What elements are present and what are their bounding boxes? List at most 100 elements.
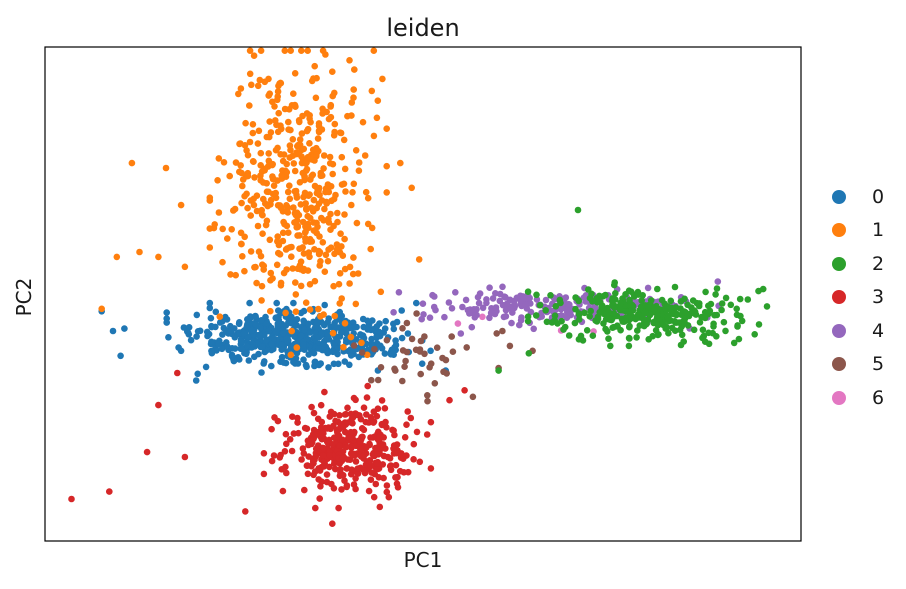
data-point bbox=[532, 312, 540, 319]
data-point bbox=[216, 313, 224, 321]
data-point bbox=[374, 465, 382, 473]
data-point bbox=[524, 288, 532, 296]
data-point bbox=[305, 351, 313, 358]
data-point bbox=[263, 336, 271, 344]
data-point bbox=[329, 170, 337, 178]
data-point bbox=[261, 78, 269, 86]
data-point bbox=[212, 308, 220, 316]
data-point bbox=[571, 319, 579, 327]
data-point bbox=[155, 401, 162, 409]
data-point bbox=[398, 334, 406, 342]
data-point bbox=[297, 201, 305, 208]
data-point bbox=[266, 90, 274, 97]
data-point bbox=[301, 486, 308, 494]
data-point bbox=[443, 370, 451, 377]
data-point bbox=[262, 221, 270, 229]
data-point bbox=[634, 327, 641, 334]
data-point bbox=[291, 101, 299, 109]
data-point bbox=[403, 452, 410, 459]
data-point bbox=[282, 322, 290, 329]
data-point bbox=[283, 440, 290, 448]
data-point bbox=[622, 308, 630, 315]
data-point bbox=[364, 220, 372, 228]
data-point bbox=[320, 444, 327, 452]
data-point bbox=[274, 128, 282, 136]
data-point bbox=[268, 425, 275, 433]
data-point bbox=[250, 158, 257, 165]
data-point bbox=[633, 334, 640, 341]
data-point bbox=[677, 341, 685, 349]
series-3 bbox=[68, 369, 468, 527]
data-point bbox=[486, 314, 493, 322]
data-point bbox=[327, 103, 334, 110]
data-point bbox=[258, 317, 265, 324]
data-point bbox=[285, 126, 292, 133]
data-point bbox=[274, 88, 282, 95]
data-point bbox=[290, 358, 297, 366]
data-point bbox=[300, 450, 308, 457]
data-point bbox=[292, 279, 299, 286]
data-point bbox=[431, 380, 439, 387]
data-point bbox=[308, 238, 316, 245]
data-point bbox=[259, 343, 266, 350]
data-point bbox=[594, 299, 601, 306]
data-point bbox=[375, 328, 383, 336]
data-point bbox=[612, 290, 619, 297]
data-point bbox=[722, 327, 729, 335]
data-point bbox=[506, 342, 514, 350]
data-point bbox=[727, 301, 735, 309]
data-point bbox=[360, 451, 368, 459]
data-point bbox=[316, 248, 324, 256]
data-point bbox=[382, 418, 389, 426]
data-point bbox=[390, 445, 397, 452]
data-point bbox=[479, 313, 486, 321]
data-point bbox=[431, 293, 438, 300]
data-point bbox=[368, 469, 375, 476]
data-point bbox=[322, 51, 329, 58]
data-point bbox=[117, 352, 124, 360]
data-point bbox=[604, 328, 611, 335]
data-point bbox=[377, 288, 385, 296]
data-point bbox=[329, 441, 336, 448]
data-point bbox=[335, 504, 342, 512]
data-point bbox=[397, 451, 405, 458]
data-point bbox=[360, 404, 368, 412]
data-point bbox=[501, 293, 509, 301]
data-point bbox=[285, 118, 292, 126]
data-point bbox=[362, 188, 370, 196]
data-point bbox=[301, 229, 309, 236]
data-point bbox=[471, 314, 479, 321]
data-point bbox=[293, 344, 301, 351]
data-point bbox=[379, 75, 386, 83]
data-point bbox=[311, 277, 319, 285]
data-point bbox=[572, 305, 579, 313]
data-point bbox=[441, 313, 448, 321]
data-point bbox=[272, 314, 280, 322]
data-point bbox=[392, 461, 400, 469]
data-point bbox=[319, 239, 327, 246]
data-point bbox=[373, 340, 381, 347]
data-point bbox=[163, 309, 170, 316]
data-point bbox=[499, 283, 506, 291]
data-point bbox=[310, 471, 317, 479]
data-point bbox=[313, 189, 321, 197]
data-point bbox=[318, 435, 326, 443]
data-point bbox=[499, 301, 507, 309]
data-point bbox=[208, 323, 215, 331]
data-point bbox=[341, 165, 349, 173]
data-point bbox=[371, 345, 378, 353]
data-point bbox=[720, 318, 728, 326]
data-point bbox=[325, 188, 333, 196]
data-point bbox=[247, 248, 255, 255]
data-point bbox=[654, 321, 662, 329]
data-point bbox=[361, 152, 369, 159]
data-point bbox=[238, 345, 246, 353]
data-point bbox=[338, 486, 345, 493]
data-point bbox=[622, 291, 629, 298]
data-point bbox=[341, 265, 349, 273]
data-point bbox=[165, 334, 172, 341]
data-point bbox=[579, 337, 587, 344]
data-point bbox=[519, 293, 527, 300]
data-point bbox=[278, 172, 286, 179]
